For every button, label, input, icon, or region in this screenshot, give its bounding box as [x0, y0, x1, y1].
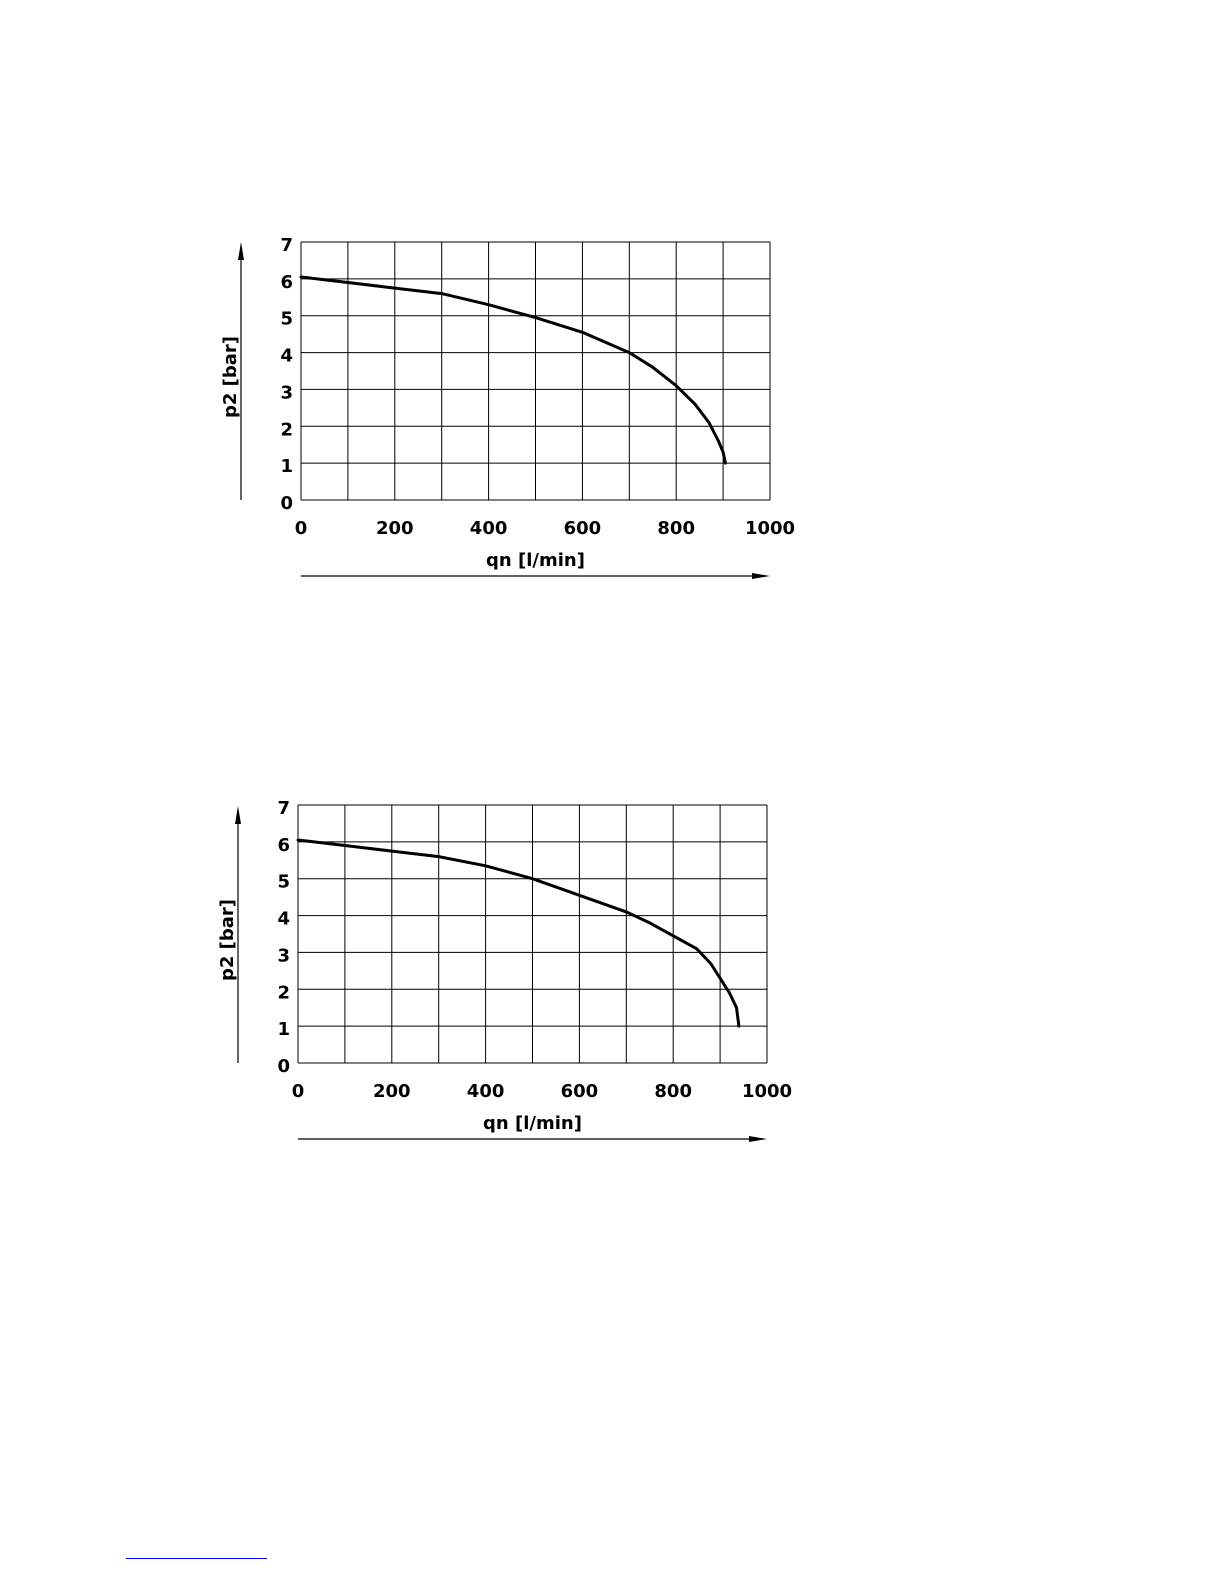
x-tick-label: 600 [564, 518, 602, 539]
series-line [299, 275, 727, 465]
y-tick-label: 4 [280, 346, 293, 367]
y-tick-label: 0 [280, 493, 293, 514]
y-axis-arrowhead [238, 242, 244, 260]
x-axis-arrowhead [752, 573, 770, 579]
x-tick-label: 0 [295, 518, 308, 539]
x-tick-label: 800 [654, 1081, 692, 1102]
y-tick-label: 5 [277, 872, 290, 893]
y-axis-arrowhead [235, 806, 241, 824]
x-axis-title: qn [l/min] [486, 550, 585, 571]
series-line [296, 838, 741, 1028]
x-tick-label: 400 [470, 518, 508, 539]
y-axis-title: p2 [bar] [220, 336, 241, 418]
y-tick-label: 0 [277, 1056, 290, 1077]
footer-rule [126, 1558, 267, 1559]
x-tick-label: 400 [467, 1081, 505, 1102]
x-tick-label: 1000 [745, 518, 795, 539]
pressure-flow-chart-1: 0 200 400 600 800 1000 0 1 2 3 4 5 6 7 qn [l/min] p2 [b… [220, 235, 795, 579]
y-tick-label: 7 [277, 798, 290, 819]
x-tick-label: 200 [376, 518, 414, 539]
y-tick-label: 3 [280, 382, 293, 403]
y-tick-label: 1 [280, 456, 293, 477]
y-tick-label: 5 [280, 309, 293, 330]
y-axis-title: p2 [bar] [217, 899, 238, 981]
grid [297, 804, 768, 1064]
y-tick-label: 6 [280, 272, 293, 293]
y-tick-label: 4 [277, 909, 290, 930]
grid [300, 241, 771, 501]
y-tick-label: 2 [277, 982, 290, 1003]
x-tick-label: 800 [657, 518, 695, 539]
x-tick-label: 200 [373, 1081, 411, 1102]
pressure-flow-chart-2: 0 200 400 600 800 1000 0 1 2 3 4 5 6 7 qn [l/min] p2 [b… [217, 798, 792, 1142]
x-tick-label: 1000 [742, 1081, 792, 1102]
y-tick-label: 2 [280, 419, 293, 440]
y-tick-label: 3 [277, 945, 290, 966]
y-tick-label: 1 [277, 1019, 290, 1040]
y-tick-label: 6 [277, 835, 290, 856]
x-tick-label: 0 [292, 1081, 305, 1102]
x-tick-label: 600 [561, 1081, 599, 1102]
x-axis-title: qn [l/min] [483, 1113, 582, 1134]
x-axis-arrowhead [749, 1136, 767, 1142]
y-tick-label: 7 [280, 235, 293, 256]
